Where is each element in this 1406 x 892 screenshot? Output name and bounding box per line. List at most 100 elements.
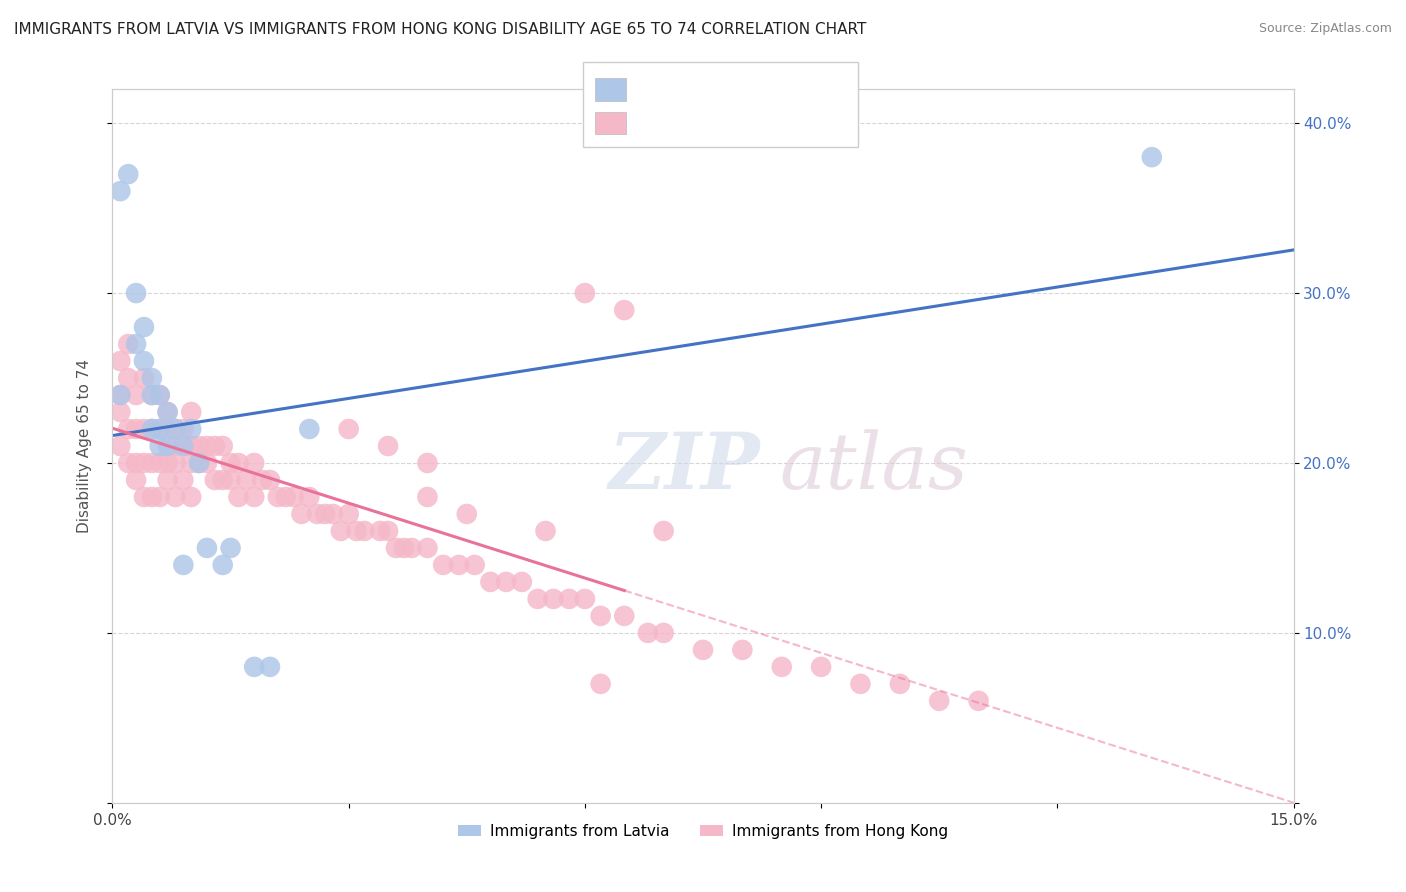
Point xyxy=(368,524,391,538)
Point xyxy=(889,677,911,691)
Point xyxy=(613,608,636,623)
Point xyxy=(464,558,486,572)
Point xyxy=(211,473,233,487)
Point xyxy=(346,524,368,538)
Point xyxy=(125,286,148,301)
Point xyxy=(117,456,139,470)
Point xyxy=(110,439,132,453)
Point xyxy=(141,371,163,385)
Point xyxy=(110,388,132,402)
Point xyxy=(117,422,139,436)
Point xyxy=(195,541,218,555)
Point xyxy=(298,422,321,436)
Point xyxy=(149,422,172,436)
Point xyxy=(235,473,257,487)
Point xyxy=(156,422,179,436)
Point xyxy=(125,422,148,436)
Point xyxy=(652,524,675,538)
Point xyxy=(141,422,163,436)
Point xyxy=(172,473,194,487)
Point xyxy=(849,677,872,691)
Point xyxy=(149,388,172,402)
Point xyxy=(165,456,187,470)
Point xyxy=(125,388,148,402)
Point xyxy=(243,660,266,674)
Point xyxy=(117,337,139,351)
Point xyxy=(574,286,596,301)
Point xyxy=(110,388,132,402)
Point xyxy=(652,626,675,640)
Point xyxy=(180,490,202,504)
Point xyxy=(195,439,218,453)
Point xyxy=(204,439,226,453)
Point xyxy=(416,456,439,470)
Point xyxy=(322,507,344,521)
Point xyxy=(149,490,172,504)
Point xyxy=(589,677,612,691)
Point xyxy=(219,541,242,555)
Point xyxy=(149,456,172,470)
Point xyxy=(259,473,281,487)
Point xyxy=(543,591,565,606)
Point xyxy=(967,694,990,708)
Point xyxy=(165,439,187,453)
Point xyxy=(219,456,242,470)
Point xyxy=(188,439,211,453)
Point xyxy=(574,591,596,606)
Text: IMMIGRANTS FROM LATVIA VS IMMIGRANTS FROM HONG KONG DISABILITY AGE 65 TO 74 CORR: IMMIGRANTS FROM LATVIA VS IMMIGRANTS FRO… xyxy=(14,22,866,37)
Point xyxy=(156,405,179,419)
Text: R =  0.361   N =  27: R = 0.361 N = 27 xyxy=(633,81,800,95)
Point xyxy=(228,490,250,504)
Point xyxy=(117,167,139,181)
Point xyxy=(180,422,202,436)
Text: atlas: atlas xyxy=(780,429,969,506)
Point xyxy=(243,456,266,470)
Point xyxy=(110,184,132,198)
Point xyxy=(243,490,266,504)
Point xyxy=(132,320,155,334)
Point xyxy=(180,405,202,419)
Point xyxy=(558,591,581,606)
Point xyxy=(589,608,612,623)
Point xyxy=(731,643,754,657)
Point xyxy=(188,456,211,470)
Point xyxy=(211,439,233,453)
Point xyxy=(770,660,793,674)
Point xyxy=(259,660,281,674)
Point xyxy=(172,439,194,453)
Point xyxy=(165,490,187,504)
Legend: Immigrants from Latvia, Immigrants from Hong Kong: Immigrants from Latvia, Immigrants from … xyxy=(451,818,955,845)
Point xyxy=(132,456,155,470)
Point xyxy=(353,524,375,538)
Point xyxy=(283,490,305,504)
Point xyxy=(110,405,132,419)
Point xyxy=(274,490,297,504)
Point xyxy=(180,456,202,470)
Point xyxy=(337,507,360,521)
Point xyxy=(117,371,139,385)
Text: Source: ZipAtlas.com: Source: ZipAtlas.com xyxy=(1258,22,1392,36)
Point xyxy=(810,660,832,674)
Point xyxy=(172,422,194,436)
Point xyxy=(385,541,408,555)
Point xyxy=(495,574,517,589)
Point xyxy=(534,524,557,538)
Point xyxy=(180,439,202,453)
Point xyxy=(447,558,470,572)
Point xyxy=(141,388,163,402)
Point xyxy=(637,626,659,640)
Point xyxy=(1140,150,1163,164)
Point xyxy=(195,456,218,470)
Point xyxy=(165,422,187,436)
Point xyxy=(290,507,312,521)
Point xyxy=(132,422,155,436)
Point xyxy=(510,574,533,589)
Point xyxy=(141,422,163,436)
Point xyxy=(156,456,179,470)
Point xyxy=(149,439,172,453)
Point xyxy=(125,337,148,351)
Point xyxy=(377,439,399,453)
Point xyxy=(165,422,187,436)
Point xyxy=(172,439,194,453)
Point xyxy=(141,490,163,504)
